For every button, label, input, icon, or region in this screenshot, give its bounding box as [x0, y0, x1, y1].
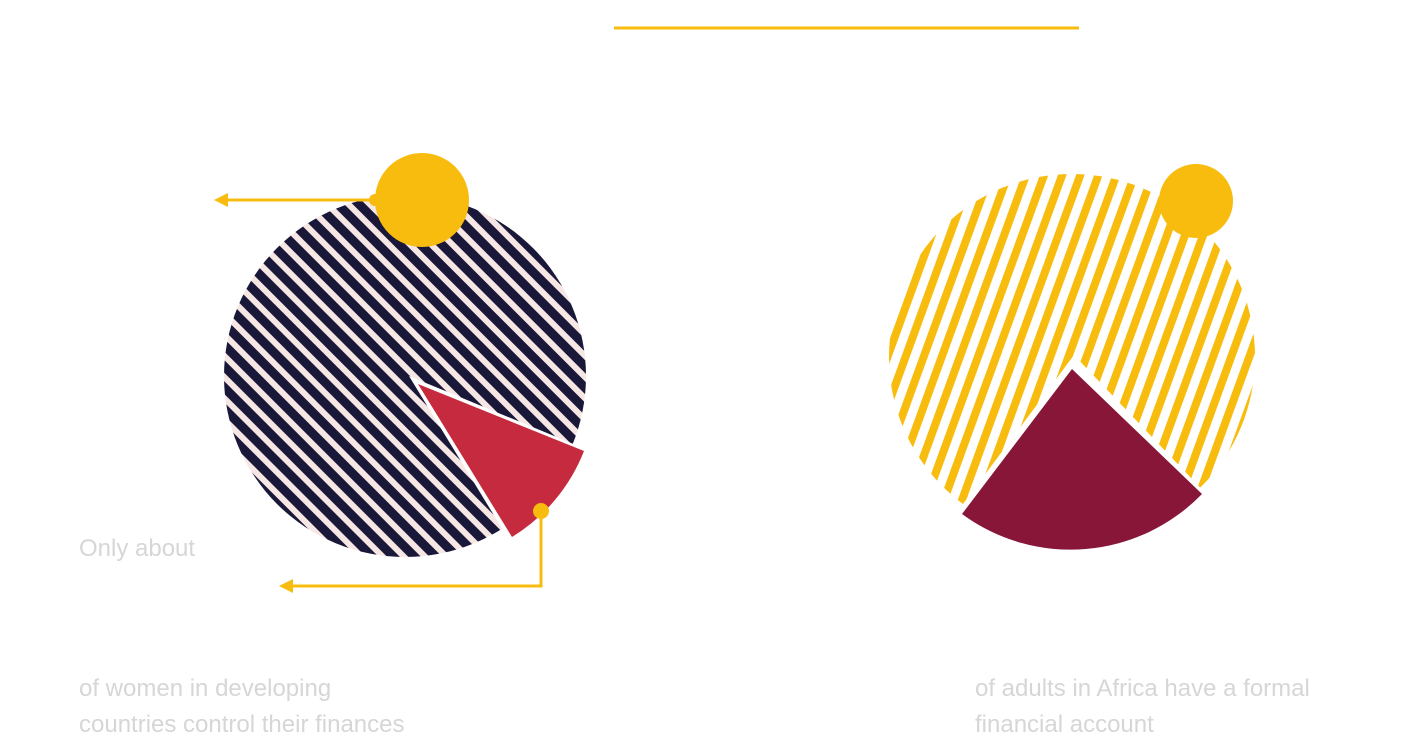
left-top-arrow-head — [214, 193, 228, 207]
left-bottom-arrow-line — [292, 511, 543, 588]
right-maroon-wedge — [962, 369, 1202, 550]
right-caption: of adults in Africa have a formal financ… — [975, 671, 1310, 738]
left-yellow-dot — [375, 153, 469, 247]
right-caption-line-2: financial account — [975, 711, 1154, 738]
left-top-arrow — [214, 193, 381, 207]
left-top-arrow-anchor — [369, 194, 381, 206]
right-striped-circle — [889, 174, 1255, 540]
left-bottom-arrow-head — [279, 579, 293, 593]
left-circle-graphic — [224, 153, 588, 557]
left-caption-line-1: of women in developing — [79, 675, 332, 702]
left-caption: of women in developing countries control… — [79, 671, 405, 738]
left-caption-line-2: countries control their finances — [79, 711, 405, 738]
left-bottom-arrow-anchor — [533, 503, 549, 519]
left-lead-text: Only about — [79, 535, 196, 562]
right-yellow-dot — [1159, 164, 1233, 238]
right-caption-line-1: of adults in Africa have a formal — [975, 675, 1310, 702]
right-circle-graphic — [889, 164, 1255, 557]
left-bottom-arrow — [279, 503, 549, 593]
left-crimson-wedge — [418, 384, 584, 537]
